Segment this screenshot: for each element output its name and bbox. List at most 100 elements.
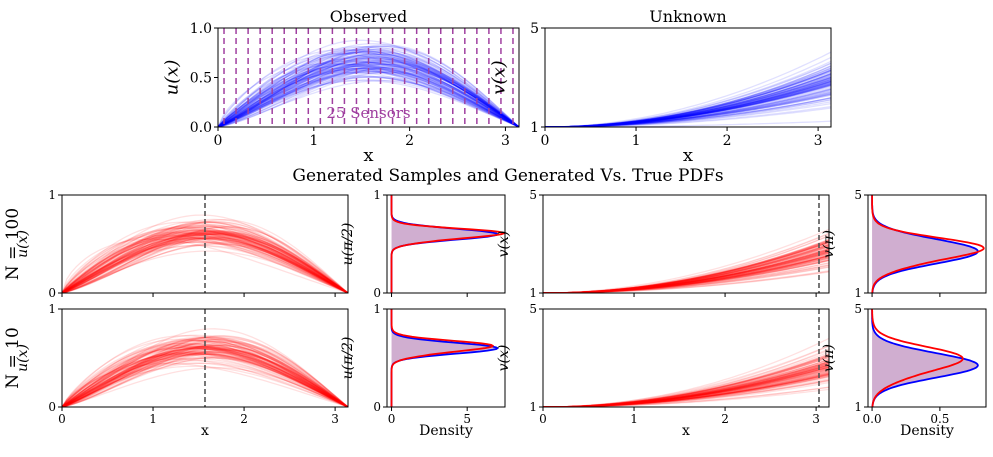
sample-curve	[543, 364, 829, 407]
sample-curve	[543, 248, 829, 293]
sample-curve	[218, 45, 519, 127]
sample-curve	[543, 247, 829, 293]
x-tick-label: 3	[331, 412, 339, 426]
sample-curve	[62, 345, 348, 407]
sample-curve	[545, 72, 831, 127]
x-axis-label: Density	[419, 423, 473, 439]
sample-curve	[545, 94, 831, 127]
sample-curve	[543, 251, 829, 293]
sample-curve	[543, 243, 829, 293]
plot-area	[62, 195, 348, 293]
sample-curve	[543, 358, 829, 407]
sample-curve	[545, 84, 831, 127]
row-label-n10: N = 10	[3, 327, 23, 389]
sample-curve	[545, 51, 831, 127]
sample-curve	[545, 77, 831, 127]
sample-curve	[545, 76, 831, 127]
panel-gen_u_100: 0 1 u(x)	[15, 188, 349, 300]
sample-curve	[545, 78, 831, 127]
sample-curve	[545, 69, 831, 127]
sample-curve	[543, 258, 829, 293]
sample-curve	[62, 362, 348, 407]
sample-curve	[543, 252, 829, 293]
sample-curve	[543, 348, 829, 407]
sample-curve	[543, 250, 829, 293]
sample-curve	[62, 353, 348, 407]
sample-curve	[543, 353, 829, 407]
sample-curve	[543, 255, 829, 293]
sample-curve	[543, 232, 829, 293]
sample-curve	[543, 248, 829, 293]
x-tick-label: 2	[721, 412, 729, 426]
sample-curve	[62, 232, 348, 293]
sample-curve	[62, 232, 348, 293]
sample-curve	[543, 375, 829, 407]
y-tick-label: 1	[48, 302, 56, 316]
y-tick-label: 5	[529, 188, 537, 202]
sample-curve	[545, 69, 831, 127]
sample-curve	[545, 80, 831, 127]
sample-curve	[543, 259, 829, 293]
sample-curve	[218, 46, 519, 127]
y-tick-label: 0	[48, 400, 56, 414]
generated-pdf-line	[390, 195, 505, 293]
sample-curve	[545, 81, 831, 127]
sample-curve	[62, 231, 348, 293]
sample-curve	[62, 345, 348, 407]
sample-curve	[62, 345, 348, 407]
sample-curve	[543, 367, 829, 407]
sample-curve	[545, 67, 831, 127]
sample-curve	[545, 77, 831, 127]
sample-curve	[62, 232, 348, 293]
sample-curve	[543, 247, 829, 293]
sample-curve	[543, 241, 829, 293]
sample-curve	[62, 345, 348, 407]
sample-curve	[543, 364, 829, 407]
sample-curve	[62, 354, 348, 407]
sample-curve	[545, 81, 831, 127]
sample-curve	[543, 372, 829, 407]
sample-curve	[543, 367, 829, 407]
generated-pdf-line	[871, 309, 964, 407]
sample-curve	[543, 246, 829, 293]
y-tick-label: 5	[530, 21, 539, 37]
true-pdf-fill	[872, 195, 978, 293]
sample-curve	[543, 345, 829, 407]
sample-curve	[62, 346, 348, 407]
sample-curve	[545, 80, 831, 127]
sample-curve	[545, 77, 831, 127]
sample-curve	[62, 225, 348, 293]
sample-curve	[545, 81, 831, 127]
plot-area	[390, 309, 499, 407]
sample-curve	[62, 225, 348, 293]
sample-curve	[62, 347, 348, 407]
sample-curve	[543, 254, 829, 293]
plot-area	[218, 28, 519, 127]
sample-curve	[543, 360, 829, 407]
sample-curve	[62, 347, 348, 407]
sample-curve	[543, 368, 829, 407]
sample-curve	[543, 251, 829, 293]
x-tick-label: 2	[240, 412, 248, 426]
sample-curve	[545, 75, 831, 127]
sample-curve	[543, 255, 829, 293]
sample-curve	[545, 69, 831, 127]
sample-curve	[543, 246, 829, 293]
sample-curve	[218, 56, 519, 127]
sample-curve	[543, 252, 829, 293]
sample-curve	[543, 374, 829, 407]
sample-curve	[545, 83, 831, 127]
x-tick-label: 0	[541, 133, 550, 149]
sample-curve	[543, 241, 829, 293]
sample-curve	[545, 72, 831, 127]
sample-curve	[543, 248, 829, 293]
sample-curve	[545, 90, 831, 127]
x-tick-label: 0.0	[863, 412, 882, 426]
sample-curve	[543, 356, 829, 407]
sample-curve	[218, 45, 519, 127]
sample-curve	[543, 364, 829, 407]
sample-curve	[545, 98, 831, 127]
sample-curve	[62, 337, 348, 407]
sample-curve	[62, 226, 348, 293]
sample-curve	[218, 66, 519, 127]
